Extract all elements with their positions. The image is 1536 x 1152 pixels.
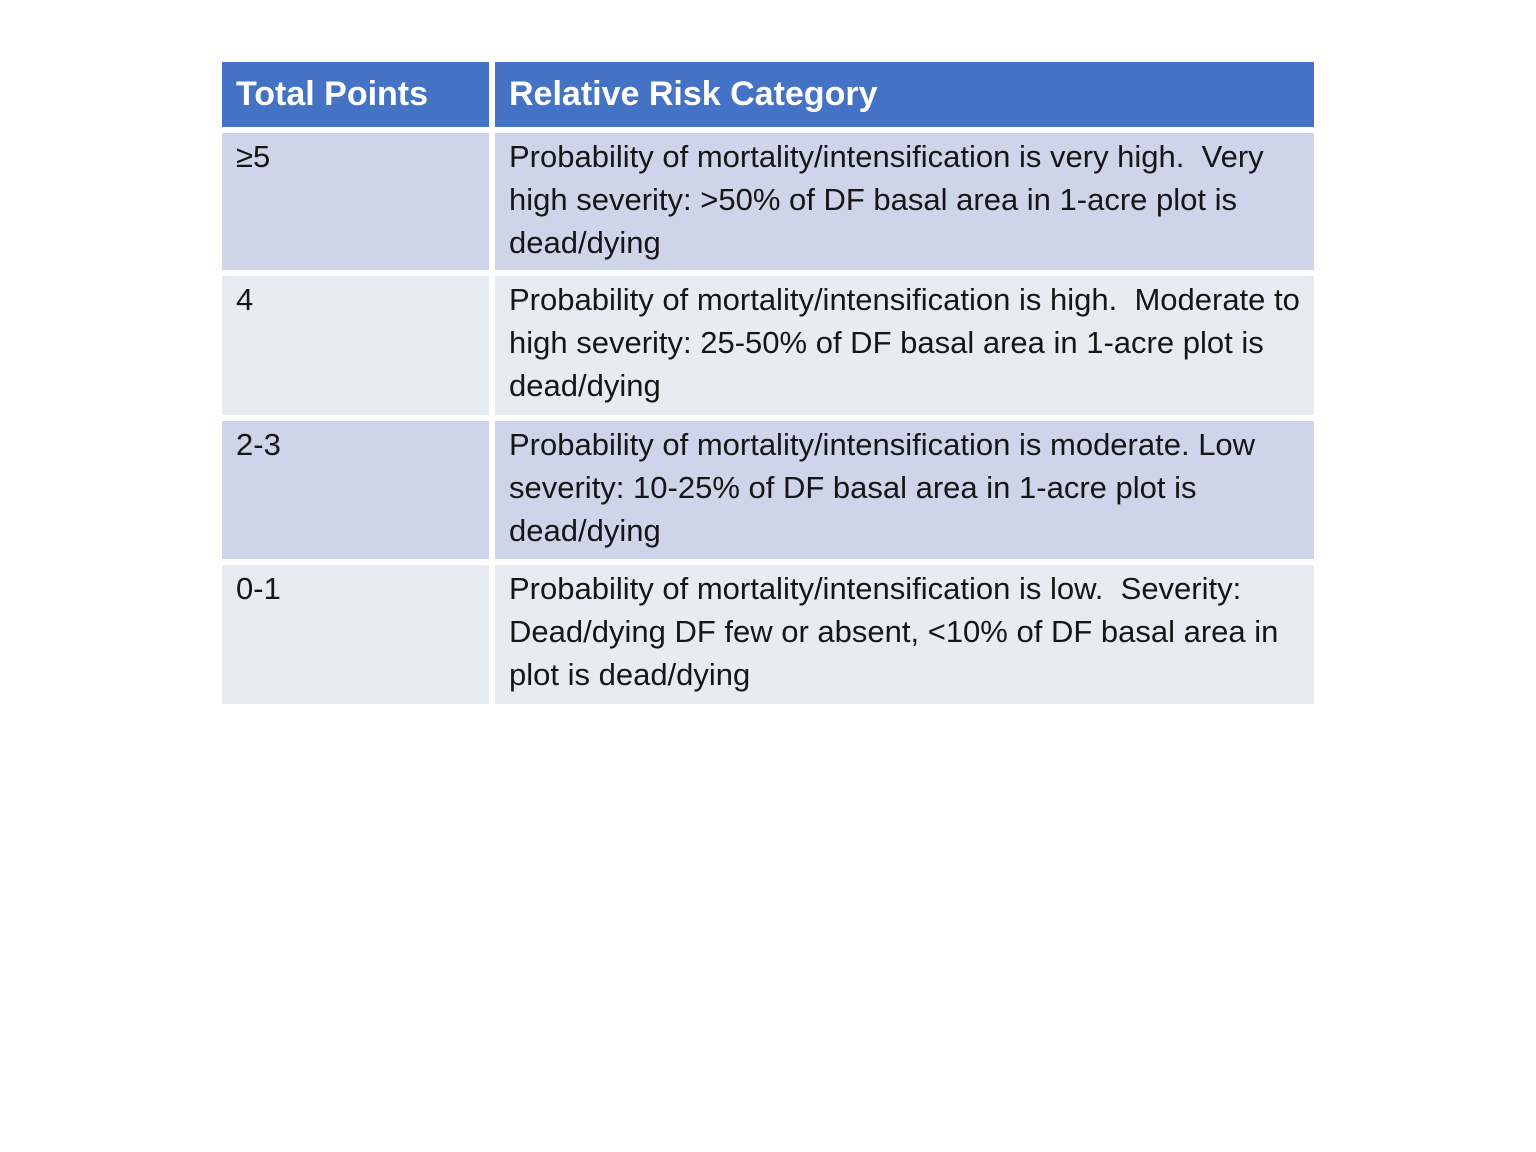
table-header-row: Total Points Relative Risk Category xyxy=(222,62,1314,127)
table-row: 2-3 Probability of mortality/intensifica… xyxy=(222,421,1314,559)
risk-category-cell: Probability of mortality/intensification… xyxy=(495,421,1314,559)
points-cell: 2-3 xyxy=(222,421,489,559)
risk-category-cell: Probability of mortality/intensification… xyxy=(495,565,1314,704)
table-row: 0-1 Probability of mortality/intensifica… xyxy=(222,565,1314,704)
table-row: ≥5 Probability of mortality/intensificat… xyxy=(222,133,1314,270)
risk-category-table: Total Points Relative Risk Category ≥5 P… xyxy=(216,56,1320,710)
points-cell: 4 xyxy=(222,276,489,415)
table-row: 4 Probability of mortality/intensificati… xyxy=(222,276,1314,415)
points-cell: ≥5 xyxy=(222,133,489,270)
column-header-total-points: Total Points xyxy=(222,62,489,127)
risk-category-cell: Probability of mortality/intensification… xyxy=(495,276,1314,415)
risk-category-cell: Probability of mortality/intensification… xyxy=(495,133,1314,270)
points-cell: 0-1 xyxy=(222,565,489,704)
column-header-relative-risk-category: Relative Risk Category xyxy=(495,62,1314,127)
